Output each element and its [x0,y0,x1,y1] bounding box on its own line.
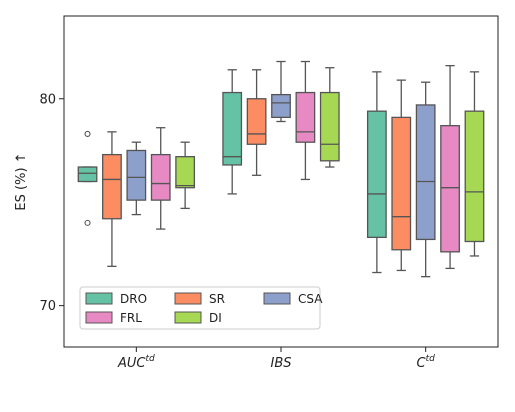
legend-label: DI [209,311,222,325]
box-body [77,166,98,183]
x-tick-label: AUCtd [117,354,155,371]
outlier-point [84,130,91,137]
legend-entry-dro: DRO [85,292,147,306]
legend-label: SR [209,292,225,306]
box-body [464,110,485,243]
legend-entry-frl: FRL [85,311,142,325]
box-body [415,104,436,241]
legend-entry-sr: SR [174,292,225,306]
y-axis-label: ES (%) ↑ [14,152,29,210]
box-body [246,98,267,145]
legend-label: FRL [120,311,142,325]
legend-swatch [174,292,202,305]
x-tick-label: IBS [270,356,291,371]
box-di-2 [464,71,485,257]
legend-label: DRO [120,292,147,306]
x-tick-label: Ctd [417,354,436,371]
box-body [295,91,316,143]
box-body [319,91,340,162]
outlier-point [84,219,91,226]
legend-entry-di: DI [174,311,222,325]
box-csa-1 [271,60,291,123]
box-body [366,110,387,239]
legend-label: CSA [298,292,323,306]
box-body [222,91,243,166]
box-sr-1 [246,69,267,176]
legend-swatch [174,311,202,324]
box-dro-2 [366,71,387,274]
box-dro-1 [222,69,243,195]
legend-swatch [85,311,113,324]
legend: DRO SR CSA FRL DI [79,286,323,330]
legend-entry-csa: CSA [263,292,323,306]
box-sr-0 [102,131,122,267]
box-frl-0 [150,127,171,230]
box-body [102,153,122,220]
legend-swatch [263,292,291,305]
box-csa-2 [415,81,436,278]
box-body [440,124,460,253]
box-sr-2 [391,79,412,272]
box-frl-2 [440,65,460,270]
box-di-1 [319,67,340,168]
box-di-0 [175,141,196,210]
box-body [150,153,171,201]
y-tick-label: 70 [39,299,56,314]
axes: 70 80 AUCtd IBS Ctd ES (%) ↑ [14,92,435,371]
box-frl-1 [295,60,316,181]
plot-area [77,60,485,278]
y-tick-label: 80 [39,92,56,107]
box-body [391,116,412,251]
box-dro-0 [77,130,98,226]
box-body [126,149,147,201]
box-csa-0 [126,141,147,216]
legend-frame [79,286,321,330]
legend-swatch [85,292,113,305]
box-body [175,156,196,189]
box-body [271,93,291,119]
